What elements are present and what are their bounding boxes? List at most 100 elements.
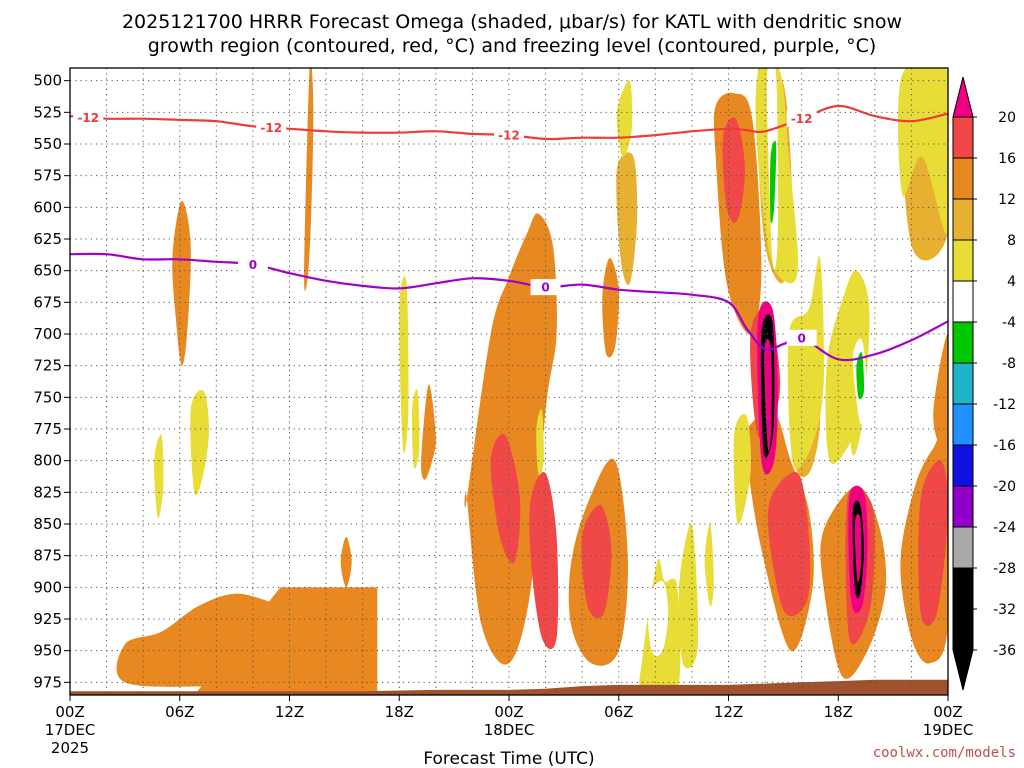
y-tick-label: 800 [33,452,62,470]
colorbar-bottom-arrow [952,649,974,691]
colorbar-segment [952,239,974,282]
terrain-band [70,679,948,695]
credit-text: coolwx.com/models [873,745,1016,761]
x-tick-label: 06Z [165,703,194,721]
colorbar-segment [952,116,974,159]
gridlines [70,68,948,695]
y-tick-label: 575 [33,167,62,185]
y-tick-label: 875 [33,547,62,565]
x-tick-label: 12Z [275,703,304,721]
colorbar-segment [952,567,974,610]
omega-region [340,536,352,588]
x-tick-date-label: 18DEC [484,721,535,739]
omega-region [678,523,699,669]
y-tick-label: 950 [33,642,62,660]
omega-region [490,433,521,564]
colorbar-label: -28 [993,561,1016,577]
contour-label-bg [786,110,817,127]
colorbar-label: 12 [998,192,1016,208]
colorbar-label: -4 [1002,315,1016,331]
y-tick-label: 750 [33,388,62,406]
x-tick-label: 00Z [933,703,962,721]
omega-region [602,257,619,358]
colorbar-segment [952,444,974,487]
omega-region [918,460,948,627]
omega-region [647,580,669,657]
contour-label-bg [494,127,524,144]
contour-label-bg [786,329,817,346]
omega-region [897,68,948,235]
colorbar-top-arrow [952,76,974,118]
omega-region [787,255,825,469]
contour-label: 0 [249,258,257,272]
colorbar-label: 16 [998,151,1016,167]
omega-region [172,200,191,366]
colorbar-segment [952,403,974,446]
colorbar-label: -8 [1002,356,1016,372]
y-axis-ticks: 500 525 550 575 600 625 650 675 700 725 750 775 800 8… [33,72,70,691]
colorbar-label: -24 [993,520,1016,536]
omega-region [704,523,714,607]
colorbar-segment [952,198,974,241]
x-axis-label: Forecast Time (UTC) [423,749,594,768]
omega-region [304,68,314,291]
contour-label: 0 [541,281,549,295]
omega-region [933,333,948,451]
colorbar-label: -16 [993,438,1016,454]
x-tick-label: 00Z [494,703,523,721]
contour-label: 0 [797,331,805,345]
omega-region [770,140,777,224]
omega-shading [116,68,948,695]
y-tick-label: 600 [33,198,62,216]
y-tick-label: 975 [33,673,62,691]
omega-region [421,384,436,480]
contour-label: -12 [260,121,282,135]
contour-lines: -12 -12 -12 -12 0 0 0 [70,104,948,362]
colorbar-label: -36 [993,643,1016,659]
x-tick-label: 18Z [824,703,853,721]
x-tick-label: 06Z [604,703,633,721]
omega-region [116,593,313,687]
contour-label: -12 [77,111,99,125]
omega-region [581,504,612,619]
omega-region [733,414,751,525]
omega-region [764,338,772,452]
omega-region [854,514,862,583]
colorbar-segment [952,321,974,364]
colorbar-segment [952,526,974,569]
y-tick-label: 700 [33,325,62,343]
contour-label-bg [237,256,268,273]
omega-region [856,351,865,400]
contour-label-bg [73,109,104,126]
x-tick-date-label: 17DEC [45,721,96,739]
x-tick-date-label: 19DEC [923,721,974,739]
y-tick-label: 500 [33,72,62,90]
omega-region [190,390,209,496]
plot-area: -12 -12 -12 -12 0 0 0 [69,67,949,696]
x-tick-label: 00Z [55,703,84,721]
colorbar-segment [952,280,974,323]
omega-region [722,117,746,223]
contour-label-bg [256,119,287,136]
colorbar-label: -12 [993,397,1016,413]
omega-region [616,152,638,285]
omega-region [767,472,811,617]
x-tick-year-label: 2025 [51,739,89,757]
colorbar-segment [952,362,974,405]
omega-region [529,471,559,650]
colorbar: 20 16 12 8 4 -4 -8 -12 -16 -20 -24 -28 -32 -36 [952,76,1016,691]
y-tick-label: 550 [33,135,62,153]
colorbar-label: -32 [993,602,1016,618]
y-tick-label: 525 [33,103,62,121]
contour-label-bg [530,279,561,296]
omega-region [536,408,544,476]
y-tick-label: 625 [33,230,62,248]
x-tick-label: 18Z [385,703,414,721]
ground-fill [70,679,948,695]
y-tick-label: 725 [33,357,62,375]
colorbar-label: -20 [993,479,1016,495]
chart-title-line2: growth region (contoured, red, °C) and f… [148,35,877,57]
x-tick-label: 12Z [714,703,743,721]
y-tick-label: 650 [33,262,62,280]
